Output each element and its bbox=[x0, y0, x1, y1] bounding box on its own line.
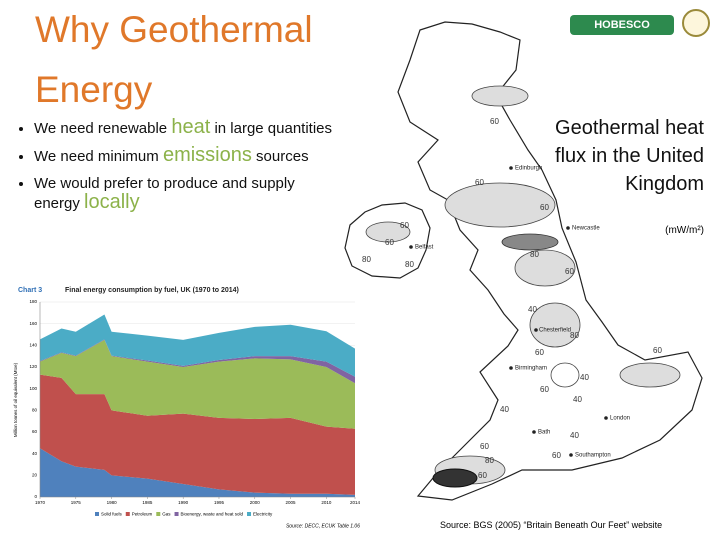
flux-zone-highest bbox=[432, 468, 478, 488]
area bbox=[40, 374, 355, 495]
y-tick-label: 160 bbox=[29, 321, 37, 326]
city-label: London bbox=[610, 416, 630, 422]
contour-label: 60 bbox=[385, 238, 394, 247]
area bbox=[40, 448, 355, 497]
y-tick-label: 60 bbox=[32, 429, 38, 434]
contour-label: 40 bbox=[580, 373, 589, 382]
title: Energy bbox=[35, 69, 153, 110]
bullet: We need renewable heat in large quantiti… bbox=[34, 116, 339, 138]
legend-swatch bbox=[174, 512, 179, 516]
x-tick-label: 1970 bbox=[35, 500, 46, 505]
x-tick-label: 2000 bbox=[250, 500, 261, 505]
map-source: Source: BGS (2005) “Britain Beneath Our … bbox=[440, 520, 663, 530]
flux-zone-high bbox=[501, 233, 559, 251]
contour-label: 60 bbox=[535, 348, 544, 357]
contour-label: 40 bbox=[573, 395, 582, 404]
contour-label: 80 bbox=[405, 260, 414, 269]
contour-label: 80 bbox=[530, 250, 539, 259]
contour-label: 60 bbox=[480, 442, 489, 451]
emblem bbox=[682, 9, 710, 37]
chart-label: Chart 3 bbox=[18, 287, 42, 294]
contour-label: 60 bbox=[490, 117, 499, 126]
x-tick-label: 2010 bbox=[321, 500, 332, 505]
legend-label: Solid fuels bbox=[101, 512, 123, 517]
legend-swatch bbox=[125, 512, 130, 516]
legend-swatch bbox=[247, 512, 252, 516]
contour-label: 80 bbox=[570, 331, 579, 340]
legend-label: Gas bbox=[162, 512, 171, 517]
highlight: emissions bbox=[162, 144, 252, 166]
area bbox=[40, 339, 355, 429]
contour-label: 60 bbox=[540, 385, 549, 394]
map-unit: (mW/m²) bbox=[665, 225, 704, 236]
chart: Chart 3 Final energy consumption by fuel… bbox=[10, 280, 365, 532]
bullet-text: in large quantities bbox=[214, 120, 333, 137]
contour-label: 80 bbox=[362, 255, 371, 264]
contour-label: 60 bbox=[653, 346, 662, 355]
chart-source: Source: DECC, ECUK Table 1.06 bbox=[286, 523, 360, 529]
city-label: Belfast bbox=[415, 245, 434, 251]
flux-zones bbox=[365, 85, 681, 485]
highlight: heat bbox=[171, 116, 211, 138]
x-tick-label: 1995 bbox=[214, 500, 225, 505]
legend-swatch bbox=[156, 512, 161, 516]
x-tick-label: 2014 bbox=[350, 500, 361, 505]
bullet-list: We need renewable heat in large quantiti… bbox=[8, 116, 339, 221]
contour-label: 60 bbox=[475, 178, 484, 187]
y-tick-label: 80 bbox=[32, 408, 38, 413]
y-tick-label: 140 bbox=[29, 343, 37, 348]
city-label: Birmingham bbox=[515, 366, 547, 372]
contour-label: 60 bbox=[565, 267, 574, 276]
y-tick-label: 40 bbox=[32, 451, 38, 456]
y-tick-label: 180 bbox=[29, 299, 37, 304]
x-tick-label: 1985 bbox=[142, 500, 153, 505]
contour-label: 60 bbox=[540, 203, 549, 212]
y-tick-label: 100 bbox=[29, 386, 37, 391]
bullet-text: We would prefer to produce and supply en… bbox=[34, 175, 295, 212]
contour-label: 60 bbox=[552, 451, 561, 460]
city-label: Chesterfield bbox=[539, 328, 571, 334]
contour-label: 60 bbox=[400, 221, 409, 230]
y-axis-label: Million tonnes of oil equivalent (Mtoe) bbox=[13, 362, 18, 437]
area bbox=[40, 314, 355, 377]
city-label: Southampton bbox=[575, 453, 611, 459]
bullet: We would prefer to produce and supply en… bbox=[34, 174, 339, 213]
x-tick-label: 1980 bbox=[107, 500, 118, 505]
bullet-text: We need renewable bbox=[34, 120, 168, 137]
city-label: Edinburgh bbox=[515, 166, 542, 172]
x-tick-label: 1990 bbox=[178, 500, 189, 505]
y-tick-label: 120 bbox=[29, 364, 37, 369]
city-label: Bath bbox=[538, 430, 550, 436]
map-labels: 60 Edinburgh 60 60 Newcastle 60 60 Belfa… bbox=[362, 117, 662, 480]
legend-swatch bbox=[95, 512, 99, 516]
title: Why Geothermal bbox=[35, 9, 313, 50]
x-tick-label: 2005 bbox=[286, 500, 297, 505]
y-tick-label: 0 bbox=[34, 494, 37, 499]
contour-label: 40 bbox=[570, 431, 579, 440]
bullet-text: sources bbox=[256, 148, 309, 165]
logo: HOBESCO bbox=[570, 15, 674, 35]
highlight: locally bbox=[84, 191, 140, 213]
bullet-text: We need minimum bbox=[34, 148, 159, 165]
x-tick-label: 1975 bbox=[71, 500, 82, 505]
chart-title: Final energy consumption by fuel, UK (19… bbox=[65, 287, 239, 294]
contour-label: 40 bbox=[500, 405, 509, 414]
contour-label: 60 bbox=[478, 471, 487, 480]
contour-label: 80 bbox=[485, 456, 494, 465]
legend-label: Bioenergy, waste and heat sold bbox=[181, 512, 244, 517]
map-caption: Geothermal heat flux in the United Kingd… bbox=[555, 117, 704, 195]
contour-label: 40 bbox=[528, 305, 537, 314]
city-label: Newcastle bbox=[572, 226, 600, 232]
city-dots bbox=[409, 166, 608, 457]
y-tick-label: 20 bbox=[32, 473, 38, 478]
legend-label: Electricity bbox=[253, 512, 273, 517]
legend-label: Petroleum bbox=[132, 512, 153, 517]
bullet: We need minimum emissions sources bbox=[34, 144, 339, 166]
